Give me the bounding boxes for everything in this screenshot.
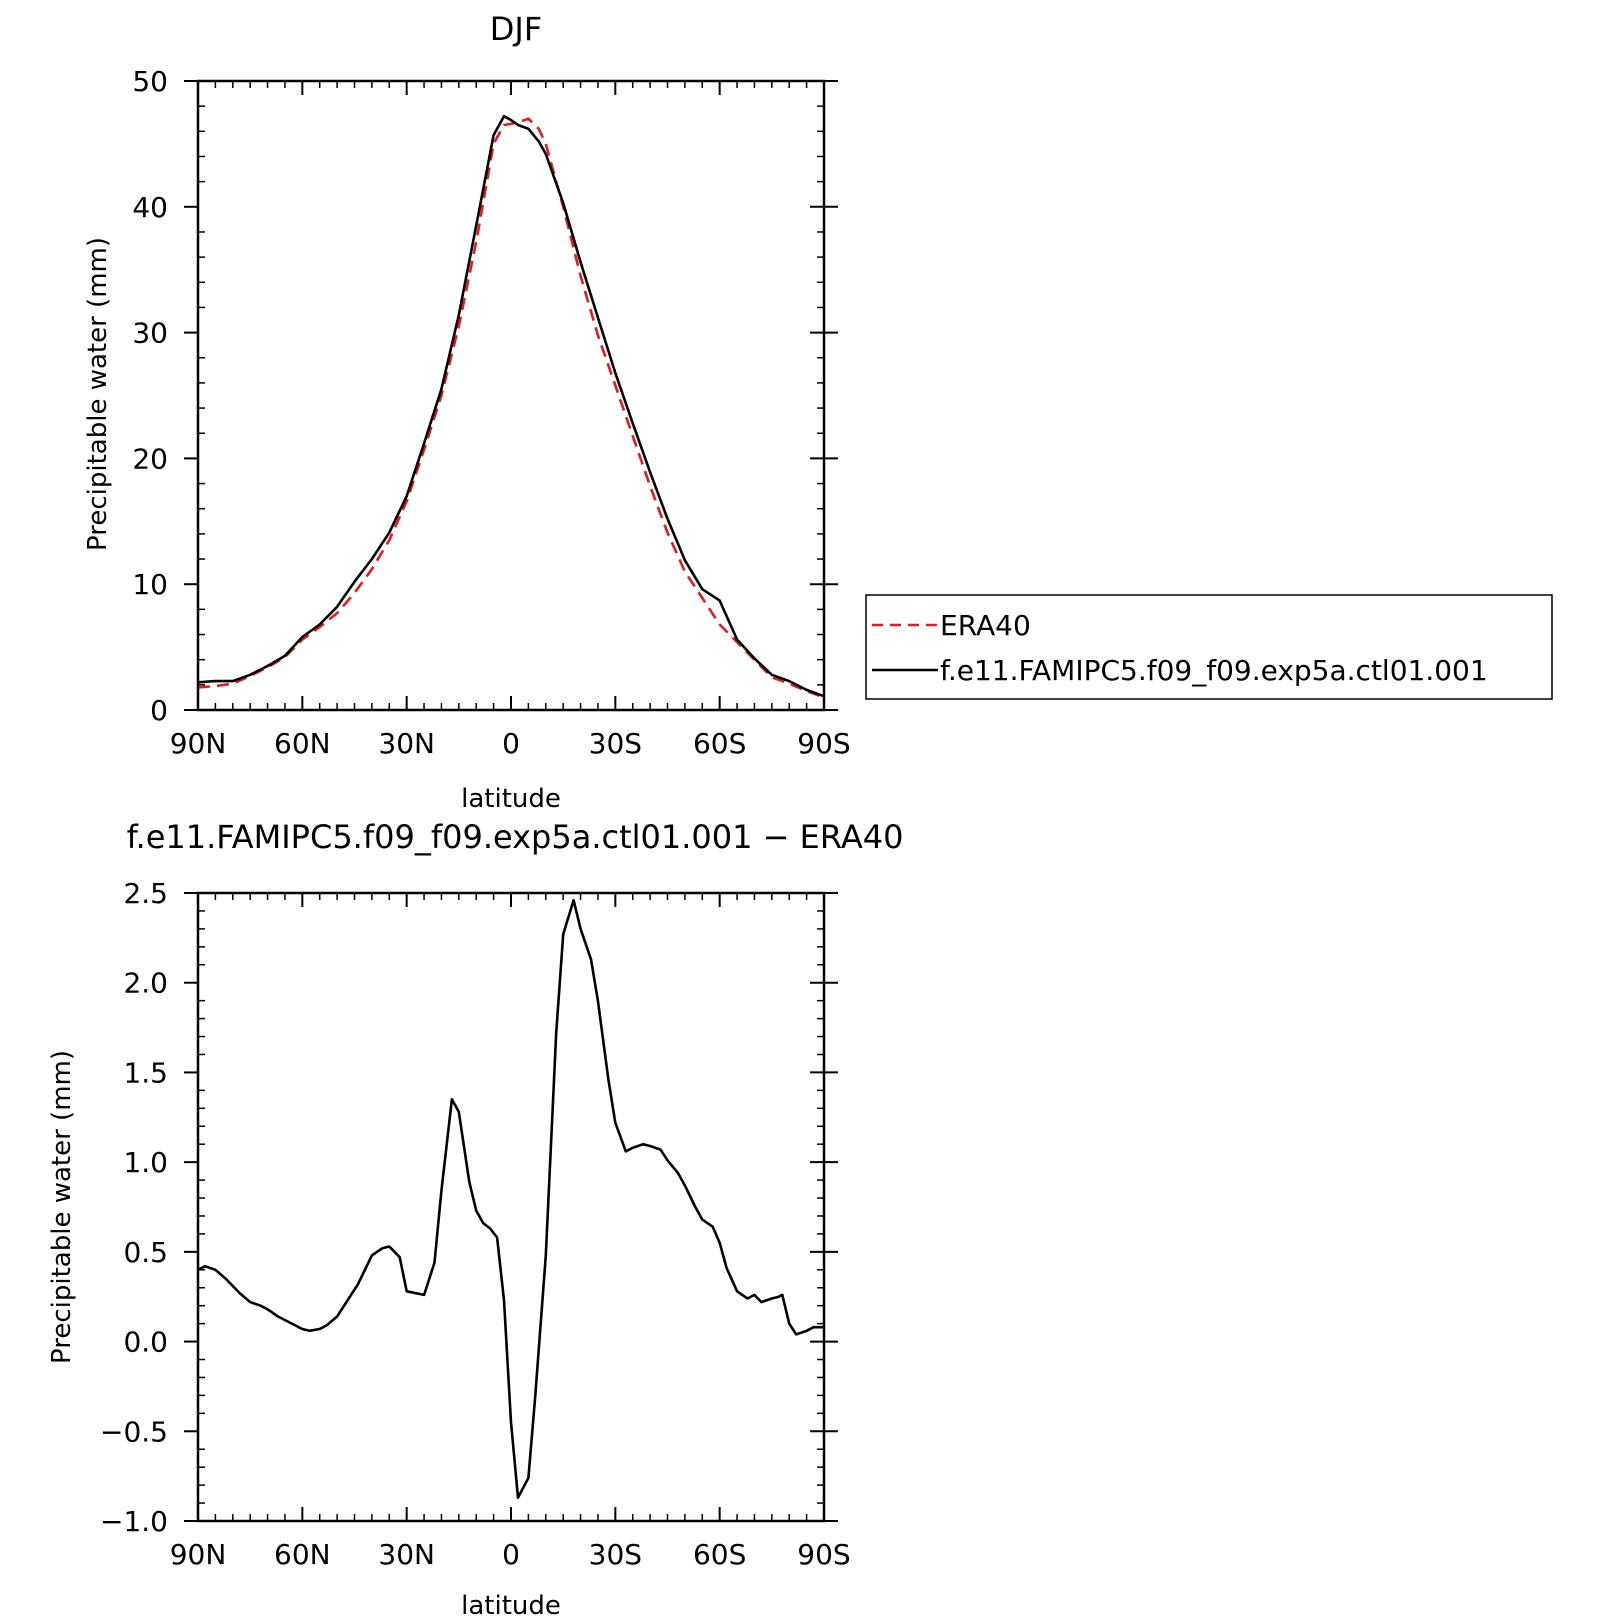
- x-tick-label: 30N: [378, 727, 435, 760]
- x-tick-label: 0: [502, 1538, 520, 1571]
- legend-label-era40: ERA40: [940, 609, 1031, 642]
- y-tick-label: 2.0: [123, 967, 168, 1000]
- x-tick-label: 90S: [797, 727, 850, 760]
- y-tick-label: 0: [150, 694, 168, 727]
- x-tick-label: 60N: [274, 1538, 331, 1571]
- plot-frame: [196, 79, 826, 712]
- y-tick-label: 30: [132, 317, 168, 350]
- axis-ticks: 90N 60N 30N 0 30S 60S 90S 0 10 20 30 40 50: [132, 65, 850, 760]
- legend: ERA40 f.e11.FAMIPC5.f09_f09.exp5a.ctl01.…: [865, 594, 1553, 700]
- x-axis-label: latitude: [461, 1591, 561, 1619]
- y-axis-label: Precipitable water (mm): [47, 1050, 77, 1364]
- plot-series: [197, 114, 825, 699]
- y-tick-label: 50: [132, 65, 168, 98]
- y-tick-label: −1.0: [100, 1505, 168, 1538]
- panel-climatology: DJF Precipitable water (mm) latitude 90N…: [83, 10, 1553, 814]
- y-tick-label: 0.5: [123, 1236, 168, 1269]
- y-tick-label: 0.0: [123, 1326, 168, 1359]
- y-tick-label: 1.0: [123, 1146, 168, 1179]
- x-tick-label: 30S: [589, 1538, 642, 1571]
- series-line-f-e11-famipc5-f09-f09-exp5a-ctl01-001: [197, 114, 825, 698]
- x-tick-label: 0: [502, 727, 520, 760]
- y-tick-label: 10: [132, 568, 168, 601]
- chart-title: DJF: [490, 10, 542, 48]
- y-tick-label: 2.5: [123, 877, 168, 910]
- x-axis-label: latitude: [461, 784, 561, 814]
- plot-series: [197, 898, 824, 1499]
- x-tick-label: 30N: [378, 1538, 435, 1571]
- series-line-era40: [197, 117, 825, 699]
- x-tick-label: 30S: [589, 727, 642, 760]
- y-tick-label: 1.5: [123, 1056, 168, 1089]
- chart-title: f.e11.FAMIPC5.f09_f09.exp5a.ctl01.001 − …: [127, 818, 904, 856]
- x-tick-label: 60S: [693, 727, 746, 760]
- x-tick-label: 90S: [797, 1538, 850, 1571]
- legend-box: [865, 594, 1553, 700]
- x-tick-label: 90N: [170, 1538, 227, 1571]
- y-tick-label: 20: [132, 442, 168, 475]
- x-tick-label: 90N: [170, 727, 227, 760]
- panel-difference: f.e11.FAMIPC5.f09_f09.exp5a.ctl01.001 − …: [47, 818, 903, 1619]
- y-axis-label: Precipitable water (mm): [83, 237, 113, 551]
- series-line-difference: [197, 898, 824, 1499]
- y-tick-label: 40: [132, 191, 168, 224]
- axis-ticks: 90N 60N 30N 0 30S 60S 90S −1.0 −0.5 0.0 0.5 1.0 1.5 2…: [100, 877, 851, 1571]
- y-tick-label: −0.5: [100, 1415, 168, 1448]
- legend-label-model: f.e11.FAMIPC5.f09_f09.exp5a.ctl01.001: [940, 654, 1488, 687]
- plot-frame: [196, 891, 826, 1523]
- x-tick-label: 60N: [274, 727, 331, 760]
- x-tick-label: 60S: [693, 1538, 746, 1571]
